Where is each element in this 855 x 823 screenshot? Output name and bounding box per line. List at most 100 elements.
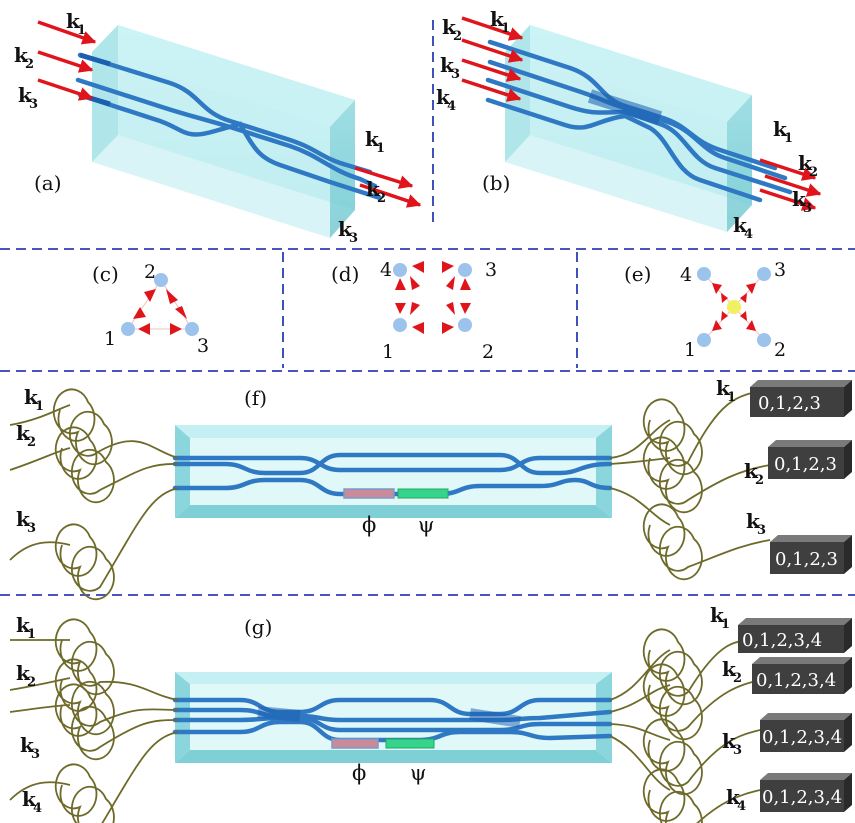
panel-g-chip bbox=[172, 672, 613, 763]
k-label: k bbox=[365, 127, 380, 151]
graph-e: 4 3 1 2 bbox=[680, 259, 786, 361]
k-label: k bbox=[18, 83, 33, 107]
node bbox=[757, 333, 771, 347]
svg-text:ψ: ψ bbox=[418, 513, 434, 537]
phase-shifter-psi bbox=[385, 738, 435, 749]
detector-box: 0,1,2,3 bbox=[768, 440, 852, 479]
k-label: k bbox=[746, 509, 761, 533]
panel-e-label: (e) bbox=[624, 262, 651, 286]
panel-g-label: (g) bbox=[244, 615, 272, 639]
panel-b-label: (b) bbox=[482, 171, 510, 195]
node bbox=[393, 263, 407, 277]
node bbox=[185, 322, 199, 336]
node bbox=[154, 273, 168, 287]
svg-text:4: 4 bbox=[33, 801, 42, 816]
k-label: k bbox=[436, 85, 451, 109]
svg-text:0,1,2,3: 0,1,2,3 bbox=[775, 549, 838, 570]
svg-text:3: 3 bbox=[29, 97, 38, 112]
detector-box: 0,1,2,3,4 bbox=[738, 618, 852, 653]
k-label: k bbox=[726, 785, 741, 809]
panel-a-label: (a) bbox=[34, 171, 62, 195]
k-label: k bbox=[16, 613, 31, 637]
svg-text:1: 1 bbox=[77, 23, 86, 38]
detector-box: 0,1,2,3 bbox=[750, 380, 852, 417]
svg-text:1: 1 bbox=[721, 617, 730, 632]
svg-text:1: 1 bbox=[376, 141, 385, 156]
k-label: k bbox=[710, 603, 725, 627]
k-label: k bbox=[773, 117, 788, 141]
node bbox=[121, 322, 135, 336]
k-label: k bbox=[338, 217, 353, 241]
k-label: k bbox=[798, 151, 813, 175]
panel-d-label: (d) bbox=[331, 262, 359, 286]
svg-text:0,1,2,3,4: 0,1,2,3,4 bbox=[742, 630, 822, 651]
svg-text:0,1,2,3,4: 0,1,2,3,4 bbox=[762, 787, 842, 808]
k-label: k bbox=[16, 507, 31, 531]
svg-text:1: 1 bbox=[35, 399, 44, 414]
svg-text:1: 1 bbox=[27, 627, 36, 642]
phase-shifter-phi bbox=[331, 738, 379, 749]
svg-text:2: 2 bbox=[377, 191, 386, 206]
k-label: k bbox=[24, 385, 39, 409]
panel-g-detectors: 0,1,2,3,4 0,1,2,3,4 0,1,2,3,4 0,1,2,3,4 bbox=[738, 618, 852, 812]
panel-c-label: (c) bbox=[92, 262, 119, 286]
k-label: k bbox=[733, 213, 748, 237]
panel-g-labels: k1 k2 k3 k4 k1 k2 k3 k4 ϕ ψ bbox=[16, 603, 746, 816]
panel-a-input-arrows bbox=[37, 20, 422, 208]
svg-text:0,1,2,3,4: 0,1,2,3,4 bbox=[762, 727, 842, 748]
svg-text:3: 3 bbox=[485, 259, 497, 281]
panel-g-fibers bbox=[9, 618, 761, 823]
svg-text:1: 1 bbox=[727, 390, 736, 405]
detector-box: 0,1,2,3 bbox=[770, 535, 852, 574]
k-label: k bbox=[16, 421, 31, 445]
svg-text:ϕ: ϕ bbox=[362, 513, 376, 537]
node bbox=[393, 318, 407, 332]
detector-box: 0,1,2,3,4 bbox=[760, 773, 852, 812]
svg-text:2: 2 bbox=[453, 29, 462, 44]
k-label: k bbox=[722, 729, 737, 753]
svg-text:3: 3 bbox=[451, 67, 460, 82]
phase-shifter-psi bbox=[397, 488, 449, 499]
node bbox=[458, 263, 472, 277]
detector-box: 0,1,2,3,4 bbox=[760, 713, 852, 752]
svg-text:1: 1 bbox=[382, 341, 394, 363]
center-node bbox=[727, 300, 741, 314]
k-label: k bbox=[14, 43, 29, 67]
svg-text:ϕ: ϕ bbox=[352, 761, 366, 785]
k-label: k bbox=[744, 459, 759, 483]
svg-text:1: 1 bbox=[104, 328, 116, 350]
separators bbox=[0, 20, 855, 596]
panel-f-label: (f) bbox=[244, 386, 267, 410]
panel-b-chip bbox=[485, 25, 793, 232]
panel-b-mode-labels: k2 k1 k3 k4 k1 k2 k3 k4 bbox=[436, 7, 818, 242]
graph-c: 2 1 3 bbox=[104, 261, 209, 357]
svg-text:3: 3 bbox=[733, 743, 742, 758]
svg-text:2: 2 bbox=[25, 57, 34, 72]
svg-text:3: 3 bbox=[349, 231, 358, 246]
svg-text:1: 1 bbox=[501, 21, 510, 36]
svg-text:0,1,2,3: 0,1,2,3 bbox=[758, 393, 821, 414]
panel-f-labels: k1 k2 k3 k1 k2 k3 ϕ ψ bbox=[16, 376, 766, 538]
k-label: k bbox=[22, 787, 37, 811]
svg-text:4: 4 bbox=[447, 99, 456, 114]
panel-f-detectors: 0,1,2,3 0,1,2,3 0,1,2,3 bbox=[750, 380, 852, 574]
svg-text:1: 1 bbox=[784, 131, 793, 146]
svg-text:3: 3 bbox=[757, 523, 766, 538]
svg-text:4: 4 bbox=[380, 259, 392, 281]
panel-f-fibers bbox=[9, 388, 771, 601]
phase-shifter-phi bbox=[343, 488, 395, 499]
k-label: k bbox=[66, 9, 81, 33]
svg-text:3: 3 bbox=[774, 259, 786, 281]
svg-text:2: 2 bbox=[27, 675, 36, 690]
node bbox=[697, 267, 711, 281]
detector-box: 0,1,2,3,4 bbox=[752, 657, 852, 694]
svg-text:3: 3 bbox=[31, 747, 40, 762]
k-label: k bbox=[20, 733, 35, 757]
panel-f-chip bbox=[172, 425, 613, 518]
svg-text:2: 2 bbox=[482, 341, 494, 363]
k-label: k bbox=[490, 7, 505, 31]
k-label: k bbox=[442, 15, 457, 39]
svg-text:4: 4 bbox=[680, 264, 692, 286]
k-label: k bbox=[366, 177, 381, 201]
